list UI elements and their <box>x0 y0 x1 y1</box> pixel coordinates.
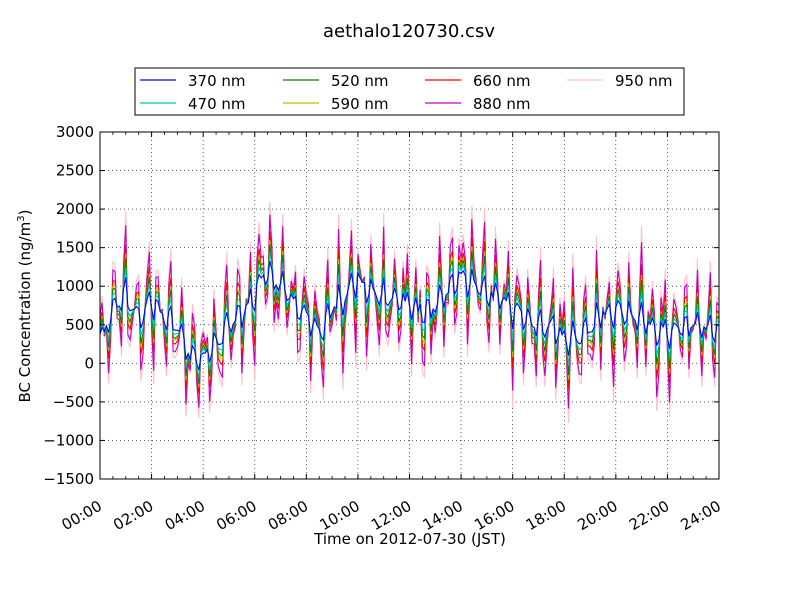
legend-label: 370 nm <box>188 72 246 90</box>
x-tick-label: 18:00 <box>523 497 569 534</box>
chart-title: aethalo120730.csv <box>323 21 495 42</box>
y-axis-label-main: BC Concentration (ng/m <box>16 222 34 403</box>
y-tick-label: −500 <box>53 393 94 411</box>
x-tick-label: 16:00 <box>471 497 517 534</box>
x-tick-label: 24:00 <box>678 497 724 534</box>
y-tick-label: 1000 <box>56 277 94 295</box>
x-tick-label: 04:00 <box>162 497 208 534</box>
series-line-370-nm <box>99 260 720 371</box>
y-tick-label: 2000 <box>56 200 94 218</box>
legend-label: 470 nm <box>188 95 246 113</box>
x-tick-label: 08:00 <box>265 497 311 534</box>
legend: 370 nm 470 nm 520 nm 590 nm 660 nm 880 nm 950 … <box>134 67 685 116</box>
y-axis-label-close: ) <box>16 210 34 216</box>
x-tick-label: 06:00 <box>213 497 259 534</box>
legend-label: 520 nm <box>331 72 389 90</box>
y-tick-label: −1500 <box>43 470 94 488</box>
legend-box <box>134 67 685 116</box>
x-tick-label: 22:00 <box>626 497 672 534</box>
y-tick-label: −1000 <box>43 431 94 449</box>
x-tick-label: 14:00 <box>420 497 466 534</box>
y-axis-label: BC Concentration (ng/m3) <box>16 210 34 403</box>
x-axis-label: Time on 2012-07-30 (JST) <box>313 530 506 548</box>
legend-label: 950 nm <box>615 72 673 90</box>
x-tick-label: 10:00 <box>316 497 362 534</box>
y-axis-label-sup: 3 <box>16 215 27 221</box>
y-tick-label: 1500 <box>56 239 94 257</box>
legend-label: 880 nm <box>473 95 531 113</box>
series-layer <box>99 201 720 423</box>
y-tick-label: 500 <box>65 316 94 334</box>
y-tick-label: 2500 <box>56 162 94 180</box>
legend-label: 660 nm <box>473 72 531 90</box>
x-tick-label: 00:00 <box>59 497 105 534</box>
x-tick-label: 20:00 <box>574 497 620 534</box>
x-tick-label: 02:00 <box>110 497 156 534</box>
y-tick-label: 3000 <box>56 123 94 141</box>
y-tick-label: 0 <box>84 354 94 372</box>
x-tick-label: 12:00 <box>368 497 414 534</box>
legend-label: 590 nm <box>331 95 389 113</box>
